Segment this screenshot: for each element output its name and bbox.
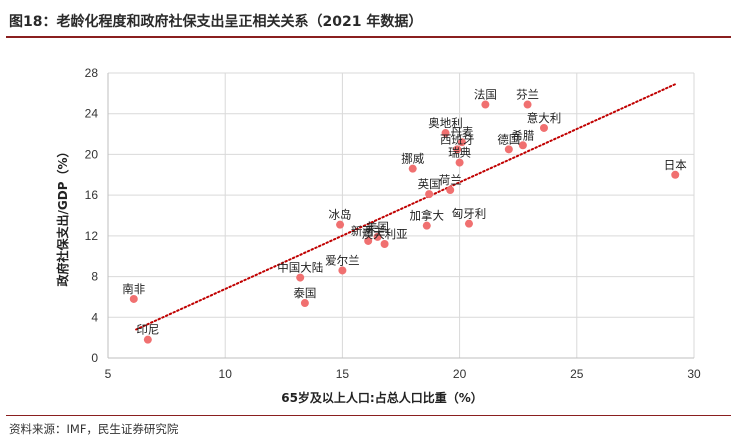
data-point — [425, 190, 434, 199]
data-point — [364, 236, 373, 245]
data-point — [441, 129, 450, 138]
data-label: 加拿大 — [410, 209, 445, 223]
y-axis-label: 政府社保支出/GDP（%） — [55, 145, 70, 286]
data-point — [446, 186, 455, 195]
data-label: 美国 — [366, 220, 389, 234]
x-axis-label: 65岁及以上人口:占总人口比重（%） — [281, 390, 483, 405]
source-note: 资料来源：IMF，民生证券研究院 — [9, 422, 179, 436]
data-point — [338, 266, 347, 275]
data-label: 挪威 — [401, 152, 424, 166]
y-tick-label: 12 — [85, 229, 99, 243]
data-label: 日本 — [664, 158, 687, 172]
data-point — [129, 294, 138, 303]
data-label: 德国 — [497, 132, 520, 146]
data-point — [380, 240, 389, 248]
data-point — [518, 141, 527, 150]
data-point — [300, 299, 309, 308]
data-point — [523, 100, 532, 109]
data-point — [373, 232, 382, 241]
x-tick-label: 25 — [570, 367, 584, 381]
data-label: 泰国 — [293, 286, 316, 300]
data-label: 南非 — [122, 282, 145, 296]
data-point — [453, 145, 462, 154]
data-label: 冰岛 — [329, 208, 352, 222]
trendline — [135, 83, 677, 331]
data-point — [504, 145, 513, 154]
data-label: 印尼 — [136, 323, 159, 337]
data-label: 瑞典 — [448, 146, 471, 160]
y-tick-label: 8 — [91, 270, 98, 284]
data-point — [336, 220, 345, 229]
x-tick-label: 30 — [687, 367, 701, 381]
data-label: 澳大利亚 — [362, 227, 408, 241]
data-point — [455, 158, 464, 167]
data-point — [457, 138, 466, 147]
data-label: 西班牙 — [440, 132, 475, 146]
y-tick-label: 0 — [91, 351, 98, 365]
y-tick-label: 28 — [85, 66, 99, 80]
data-point — [464, 219, 473, 228]
y-tick-label: 4 — [91, 310, 98, 324]
y-tick-label: 16 — [85, 188, 99, 202]
data-point — [143, 335, 152, 344]
data-label: 丹麦 — [450, 125, 473, 139]
source-divider — [6, 415, 731, 416]
data-point — [422, 221, 431, 230]
x-tick-label: 20 — [453, 367, 467, 381]
data-label: 希腊 — [511, 128, 534, 142]
data-points — [129, 100, 680, 344]
data-label: 荷兰 — [439, 173, 462, 187]
data-point — [296, 273, 305, 282]
data-label: 新西兰 — [351, 224, 386, 238]
data-label: 英国 — [418, 177, 441, 191]
x-tick-label: 15 — [336, 367, 350, 381]
data-label: 中国大陆 — [277, 261, 323, 275]
axes — [107, 73, 694, 359]
data-point — [481, 100, 490, 109]
tick-labels: 5 10 15 20 25 30 0 4 8 12 16 20 24 28 — [85, 66, 701, 381]
trendline-group — [135, 83, 677, 331]
figure-title: 图18：老龄化程度和政府社保支出呈正相关关系（2021 年数据） — [9, 14, 423, 30]
x-tick-label: 10 — [219, 367, 233, 381]
x-tick-label: 5 — [105, 367, 112, 381]
data-label: 爱尔兰 — [325, 253, 360, 267]
y-tick-label: 20 — [85, 147, 99, 161]
data-point — [408, 164, 417, 173]
data-label: 意大利 — [527, 111, 562, 125]
gridlines — [108, 72, 695, 358]
data-label: 奥地利 — [428, 116, 463, 130]
y-tick-label: 24 — [85, 107, 99, 121]
data-label: 芬兰 — [516, 88, 539, 102]
data-label: 匈牙利 — [452, 207, 487, 221]
data-label: 法国 — [474, 88, 497, 102]
title-divider — [6, 36, 731, 38]
data-point — [671, 170, 680, 179]
data-point — [539, 123, 548, 132]
